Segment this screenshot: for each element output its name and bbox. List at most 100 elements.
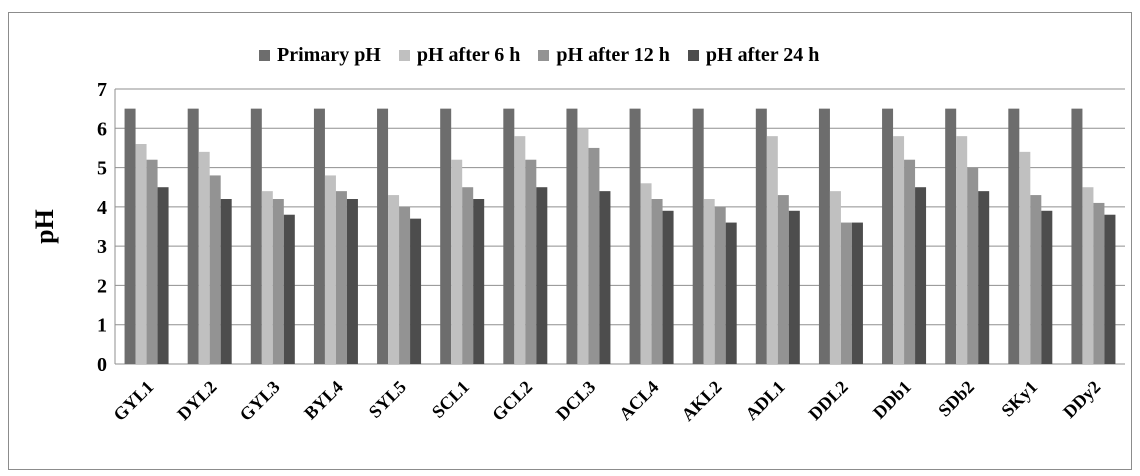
y-tick-label: 2 bbox=[97, 275, 107, 297]
bar-ph-after-24-h-gyl3 bbox=[283, 214, 295, 364]
bar-ph-after-24-h-sky1 bbox=[1041, 210, 1053, 364]
x-tick-label: SKy1 bbox=[997, 377, 1041, 421]
x-tick-label: AKL2 bbox=[677, 377, 725, 425]
x-tick-label: DCL3 bbox=[552, 377, 599, 424]
x-tick-label: SDb2 bbox=[934, 377, 978, 421]
bar-ph-after-6-h-ddb1 bbox=[893, 136, 905, 364]
x-tick-label: SCL1 bbox=[428, 377, 473, 422]
x-tick-label: GYL1 bbox=[109, 377, 157, 425]
bar-ph-after-6-h-akl2 bbox=[703, 199, 715, 364]
bar-ph-after-12-h-ddy2 bbox=[1093, 202, 1105, 364]
bar-ph-after-24-h-scl1 bbox=[473, 199, 485, 364]
x-tick-label: GCL2 bbox=[488, 377, 536, 425]
bar-ph-after-6-h-gcl2 bbox=[514, 136, 526, 364]
y-tick-label: 5 bbox=[97, 158, 107, 180]
bar-ph-after-24-h-gcl2 bbox=[536, 187, 548, 364]
bar-ph-after-24-h-ddl2 bbox=[851, 222, 863, 364]
x-tick-label: DDb1 bbox=[869, 377, 915, 423]
legend-label: pH after 6 h bbox=[416, 43, 521, 66]
bar-ph-after-24-h-byl4 bbox=[346, 199, 358, 364]
bar-ph-after-6-h-adl1 bbox=[766, 136, 778, 364]
bar-ph-after-12-h-gyl1 bbox=[146, 159, 158, 364]
x-tick-label: ADL1 bbox=[741, 377, 788, 424]
y-tick-label: 1 bbox=[97, 315, 107, 337]
y-tick-label: 4 bbox=[97, 197, 107, 219]
y-tick-label: 3 bbox=[97, 236, 107, 258]
bar-primary-ph-dyl2 bbox=[187, 108, 199, 365]
bar-primary-ph-ddy2 bbox=[1071, 108, 1083, 365]
legend-label: pH after 24 h bbox=[705, 43, 820, 66]
bar-ph-after-24-h-acl4 bbox=[662, 210, 674, 364]
bar-primary-ph-gcl2 bbox=[503, 108, 515, 365]
bar-ph-after-6-h-ddy2 bbox=[1082, 187, 1094, 364]
bar-ph-after-24-h-gyl1 bbox=[157, 187, 169, 364]
bar-ph-after-12-h-akl2 bbox=[714, 206, 726, 364]
bar-primary-ph-sky1 bbox=[1008, 108, 1020, 365]
bar-ph-after-6-h-dcl3 bbox=[577, 128, 589, 364]
bar-ph-after-6-h-scl1 bbox=[451, 159, 463, 364]
chart-frame: Primary pH pH after 6 h pH after 12 h pH af… bbox=[8, 12, 1132, 470]
bar-primary-ph-ddl2 bbox=[818, 108, 830, 365]
bar-ph-after-12-h-sky1 bbox=[1030, 195, 1042, 364]
bar-primary-ph-scl1 bbox=[440, 108, 452, 365]
bar-ph-after-24-h-adl1 bbox=[788, 210, 800, 364]
bar-ph-after-12-h-gcl2 bbox=[525, 159, 537, 364]
bar-ph-after-12-h-dyl2 bbox=[209, 175, 221, 364]
bar-primary-ph-sdb2 bbox=[945, 108, 957, 365]
bar-chart: 0 1 2 3 4 5 6 7 pH GYL1 DYL2 GYL3 BYL4 SYL5 SCL1 GCL2 DC… bbox=[30, 79, 1125, 425]
legend-item-primary-ph: Primary pH bbox=[259, 44, 381, 67]
bar-ph-after-24-h-dyl2 bbox=[220, 199, 232, 364]
bar-ph-after-6-h-ddl2 bbox=[829, 191, 841, 364]
x-tick-label: ACL4 bbox=[615, 377, 662, 424]
legend-swatch bbox=[538, 49, 550, 61]
y-axis-title: pH bbox=[30, 209, 59, 244]
bar-ph-after-6-h-acl4 bbox=[640, 183, 652, 364]
bar-ph-after-6-h-syl5 bbox=[388, 195, 400, 364]
bar-ph-after-6-h-byl4 bbox=[324, 175, 336, 364]
bar-primary-ph-byl4 bbox=[313, 108, 325, 365]
bar-ph-after-12-h-ddb1 bbox=[904, 159, 916, 364]
bar-primary-ph-gyl3 bbox=[250, 108, 262, 365]
bar-ph-after-12-h-ddl2 bbox=[840, 222, 852, 364]
bar-primary-ph-gyl1 bbox=[124, 108, 136, 365]
legend-swatch bbox=[687, 49, 699, 61]
legend-label: Primary pH bbox=[277, 43, 381, 66]
legend-swatch bbox=[259, 49, 270, 61]
bar-ph-after-6-h-sky1 bbox=[1019, 151, 1031, 364]
bar-ph-after-24-h-dcl3 bbox=[599, 191, 611, 364]
bar-ph-after-6-h-sdb2 bbox=[956, 136, 968, 364]
y-tick-label: 0 bbox=[97, 354, 107, 376]
legend-swatch bbox=[398, 49, 410, 61]
bar-ph-after-6-h-gyl1 bbox=[135, 144, 147, 364]
y-tick-label: 7 bbox=[97, 79, 107, 101]
bar-ph-after-24-h-ddb1 bbox=[915, 187, 927, 364]
bar-ph-after-24-h-akl2 bbox=[725, 222, 737, 364]
bar-primary-ph-adl1 bbox=[755, 108, 767, 365]
x-tick-label: DDy2 bbox=[1059, 377, 1104, 422]
bar-ph-after-12-h-gyl3 bbox=[272, 199, 284, 364]
legend: Primary pH pH after 6 h pH after 12 h pH af… bbox=[259, 41, 837, 69]
bar-primary-ph-syl5 bbox=[377, 108, 389, 365]
bar-ph-after-24-h-ddy2 bbox=[1104, 214, 1116, 364]
bar-ph-after-12-h-dcl3 bbox=[588, 147, 600, 364]
bar-ph-after-12-h-adl1 bbox=[777, 195, 789, 364]
bar-ph-after-12-h-byl4 bbox=[335, 191, 347, 364]
bar-ph-after-12-h-acl4 bbox=[651, 199, 663, 364]
bar-ph-after-6-h-dyl2 bbox=[198, 151, 210, 364]
x-tick-label: GYL3 bbox=[236, 377, 284, 425]
bar-ph-after-6-h-gyl3 bbox=[261, 191, 273, 364]
x-tick-label: SYL5 bbox=[365, 377, 410, 422]
x-tick-label: DYL2 bbox=[173, 377, 220, 424]
legend-label: pH after 12 h bbox=[556, 43, 670, 66]
bar-ph-after-24-h-syl5 bbox=[410, 218, 422, 364]
bar-ph-after-12-h-scl1 bbox=[462, 187, 474, 364]
bar-primary-ph-acl4 bbox=[629, 108, 641, 365]
y-tick-label: 6 bbox=[97, 118, 107, 140]
legend-item-ph-after-12-h: pH after 12 h bbox=[538, 44, 670, 67]
x-tick-label: BYL4 bbox=[300, 377, 347, 424]
bar-primary-ph-ddb1 bbox=[882, 108, 894, 365]
bar-ph-after-12-h-syl5 bbox=[399, 206, 411, 364]
x-tick-label: DDL2 bbox=[804, 377, 851, 424]
legend-item-ph-after-6-h: pH after 6 h bbox=[398, 43, 521, 67]
bar-ph-after-12-h-sdb2 bbox=[967, 167, 979, 364]
